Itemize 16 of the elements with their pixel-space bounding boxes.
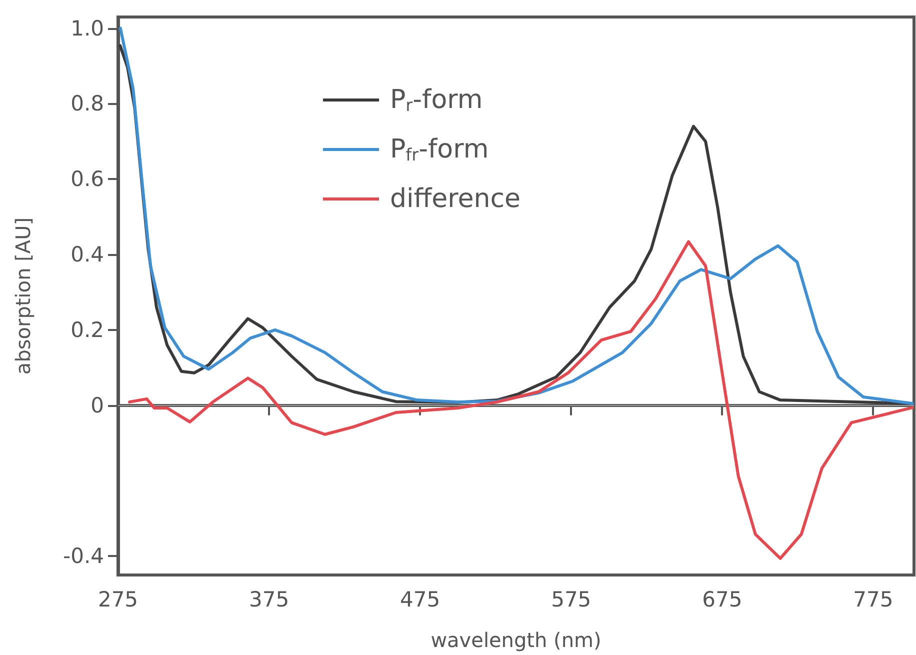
y-tick-label: 0.4 (70, 242, 104, 267)
x-axis-title: wavelength (nm) (430, 628, 602, 652)
x-tick-label: 775 (853, 588, 894, 612)
legend-label: difference (390, 184, 521, 214)
x-tick-label: 275 (98, 588, 138, 612)
x-tick-label: 675 (702, 588, 742, 612)
y-axis-title: absorption [AU] (11, 217, 35, 375)
y-tick-label: 1.0 (70, 16, 104, 40)
x-tick-label: 375 (248, 588, 290, 612)
y-tick-label: -0.4 (63, 544, 104, 568)
x-tick-label: 475 (400, 588, 440, 612)
y-tick-label: 0 (90, 393, 104, 418)
x-tick-label: 575 (551, 588, 592, 612)
y-tick-label: 0.6 (70, 167, 104, 192)
y-tick-label: 0.2 (70, 318, 104, 342)
y-tick-label: 0.8 (70, 92, 104, 116)
